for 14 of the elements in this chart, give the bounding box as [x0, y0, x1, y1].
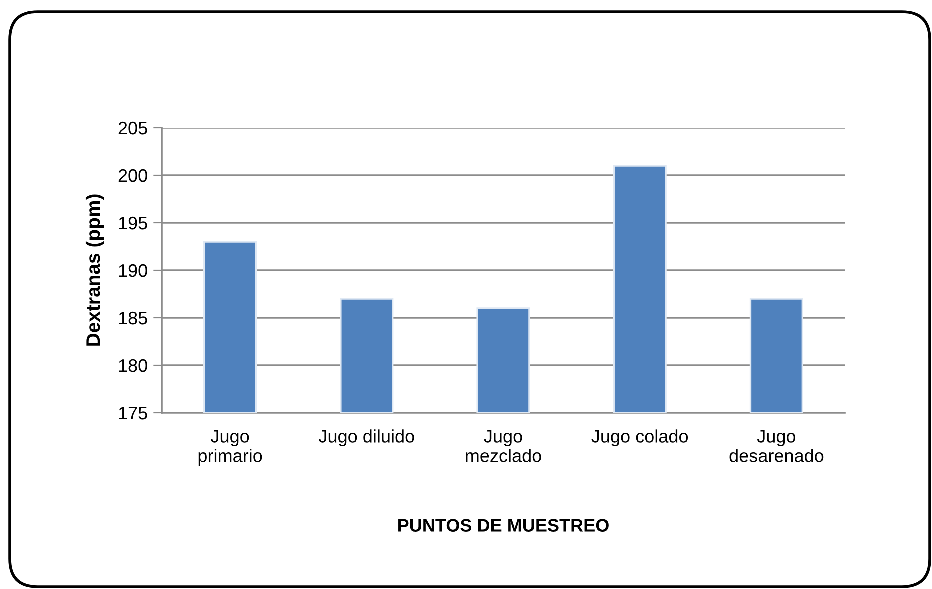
- y-tick-label: 185: [119, 312, 148, 325]
- y-tick-label: 195: [119, 216, 148, 230]
- x-tick-label: Jugo desarenado: [730, 430, 824, 462]
- y-tick-label: 175: [119, 407, 148, 420]
- x-tick-label: Jugo diluido: [319, 430, 414, 446]
- y-tick-label: 205: [118, 122, 148, 135]
- x-tick-label: Jugo primario: [198, 430, 262, 466]
- y-tick-label: 190: [119, 264, 148, 278]
- x-tick-label: Jugo mezclado: [466, 430, 542, 462]
- y-axis-title: Dextranas (ppm): [86, 194, 104, 346]
- x-axis-title: PUNTOS DE MUESTREO: [398, 519, 609, 532]
- y-tick-label: 180: [119, 359, 148, 372]
- x-tick-label: Jugo colado: [592, 430, 688, 446]
- y-tick-label: 200: [118, 169, 148, 182]
